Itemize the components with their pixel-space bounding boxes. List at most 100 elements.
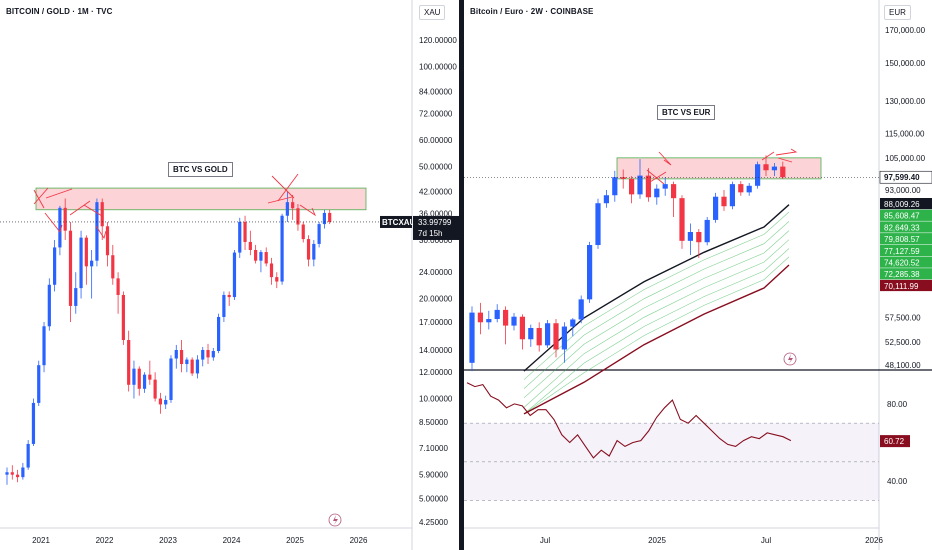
left-price-tick: 42.00000 [419, 187, 453, 196]
right-candle-body [763, 164, 769, 171]
btc-gold-chart[interactable]: 120.00000 100.00000 84.00000 72.00000 60.000… [0, 0, 459, 550]
right-candle-body [780, 166, 786, 178]
left-candle-body [10, 472, 14, 475]
band-value: 70,111.99 [884, 282, 919, 291]
right-candle-body [637, 175, 643, 195]
rsi-value-badge [880, 435, 910, 448]
band-value: 88,009.26 [884, 200, 920, 209]
right-annotation-mark [649, 171, 667, 183]
right-price-tick: 130,000.00 [885, 97, 926, 106]
left-candle-body [26, 443, 30, 468]
left-time-tick: 2021 [32, 536, 50, 545]
left-price-tick: 72.00000 [419, 110, 453, 119]
right-price-tick: 150,000.00 [885, 59, 926, 68]
right-candle-body [671, 184, 677, 199]
right-annotation-mark [775, 148, 798, 156]
left-last-symbol: BTCXAU [382, 218, 416, 227]
left-candle-body [312, 243, 316, 260]
right-candle-body [519, 316, 525, 340]
band-value-badge [880, 209, 932, 221]
rsi-value: 60.72 [884, 437, 905, 446]
rsi-tick: 80.00 [887, 400, 908, 409]
left-candle-body [211, 351, 215, 358]
right-candle-body [738, 184, 744, 193]
left-time-tick: 2022 [96, 536, 114, 545]
right-price-tick: 48,100.00 [885, 361, 921, 370]
left-candle-body [254, 249, 258, 261]
right-time-tick: 2026 [865, 536, 883, 545]
right-candle-body [713, 196, 719, 220]
left-candle-body [68, 230, 73, 306]
right-time-tick: 2025 [648, 536, 666, 545]
right-time-tick: Jul [761, 536, 771, 545]
left-annotation-mark [83, 204, 103, 217]
left-last-value: 33.99799 [418, 218, 452, 227]
right-chart-title: Bitcoin / Euro · 2W · COINBASE [470, 7, 594, 16]
left-candle-body [164, 399, 168, 405]
left-candle-body [63, 207, 67, 231]
left-candle-body [58, 207, 62, 248]
left-candle-body [53, 247, 57, 285]
right-candle-body [771, 166, 777, 171]
right-candle-body [595, 203, 601, 246]
left-candle-body [291, 202, 295, 209]
left-candle-body [285, 202, 289, 216]
left-lightning-bolt [333, 515, 338, 525]
left-candle-body [95, 202, 99, 261]
right-candle-body [469, 312, 475, 363]
left-candle-body [269, 263, 274, 278]
left-resistance-zone [35, 187, 367, 211]
left-unit-button[interactable]: XAU [419, 5, 446, 20]
right-candle-body [545, 323, 551, 346]
left-candle-body [127, 340, 131, 385]
btc-vs-gold-annotation: BTC VS GOLD [168, 162, 233, 177]
right-candle-body [561, 326, 567, 350]
right-candle-body [662, 184, 668, 189]
right-time-tick: Jul [540, 536, 550, 545]
left-candle-body [137, 368, 141, 389]
left-price-tick: 10.00000 [419, 395, 453, 404]
left-candle-body [84, 237, 88, 267]
band-value: 85,608.47 [884, 212, 920, 221]
left-price-tick: 12.00000 [419, 368, 453, 377]
ma-line [523, 248, 790, 415]
left-price-tick: 5.00000 [419, 495, 448, 504]
ma-line [523, 221, 790, 389]
rsi-line [466, 382, 792, 459]
ma-line [523, 256, 790, 415]
panel-divider[interactable] [459, 0, 464, 550]
left-candle-body [100, 202, 104, 227]
left-price-tick: 50.00000 [419, 162, 453, 171]
band-value: 72,285.38 [884, 270, 920, 279]
btc-eur-chart[interactable]: 170,000.00 150,000.00 130,000.00 115,000.00… [464, 0, 932, 550]
right-price-tick: 57,500.00 [885, 314, 921, 323]
right-candle-body [687, 232, 693, 241]
right-candle-body [704, 219, 710, 243]
left-candle-body [42, 326, 46, 366]
left-candle-body [296, 208, 300, 225]
left-candle-body [195, 359, 200, 374]
left-chart-title: BITCOIN / GOLD · 1M · TVC [6, 7, 113, 16]
left-candle-body [158, 398, 163, 405]
right-candle-body [620, 177, 626, 179]
left-candle-body [328, 212, 332, 222]
left-candle-body [116, 278, 120, 295]
band-value: 82,649.33 [884, 223, 920, 232]
left-candle-body [248, 241, 252, 250]
left-time-tick: 2025 [286, 536, 304, 545]
ma-line [523, 211, 790, 380]
left-candle-body [322, 212, 326, 225]
right-last-price-badge [879, 170, 932, 184]
left-candle-body [264, 252, 268, 264]
left-candle-body [79, 237, 83, 289]
left-candle-body [90, 260, 94, 267]
right-candle-body [578, 299, 584, 320]
btc-eur-chart-panel[interactable]: 170,000.00 150,000.00 130,000.00 115,000.00… [464, 0, 932, 550]
left-candle-body [105, 226, 110, 256]
left-candle-body [238, 221, 242, 253]
right-candle-body [755, 164, 761, 186]
right-candle-body [721, 196, 727, 207]
left-candle-body [148, 374, 152, 380]
btc-gold-chart-panel[interactable]: 120.00000 100.00000 84.00000 72.00000 60.000… [0, 0, 459, 550]
right-unit-button[interactable]: EUR [884, 5, 911, 20]
